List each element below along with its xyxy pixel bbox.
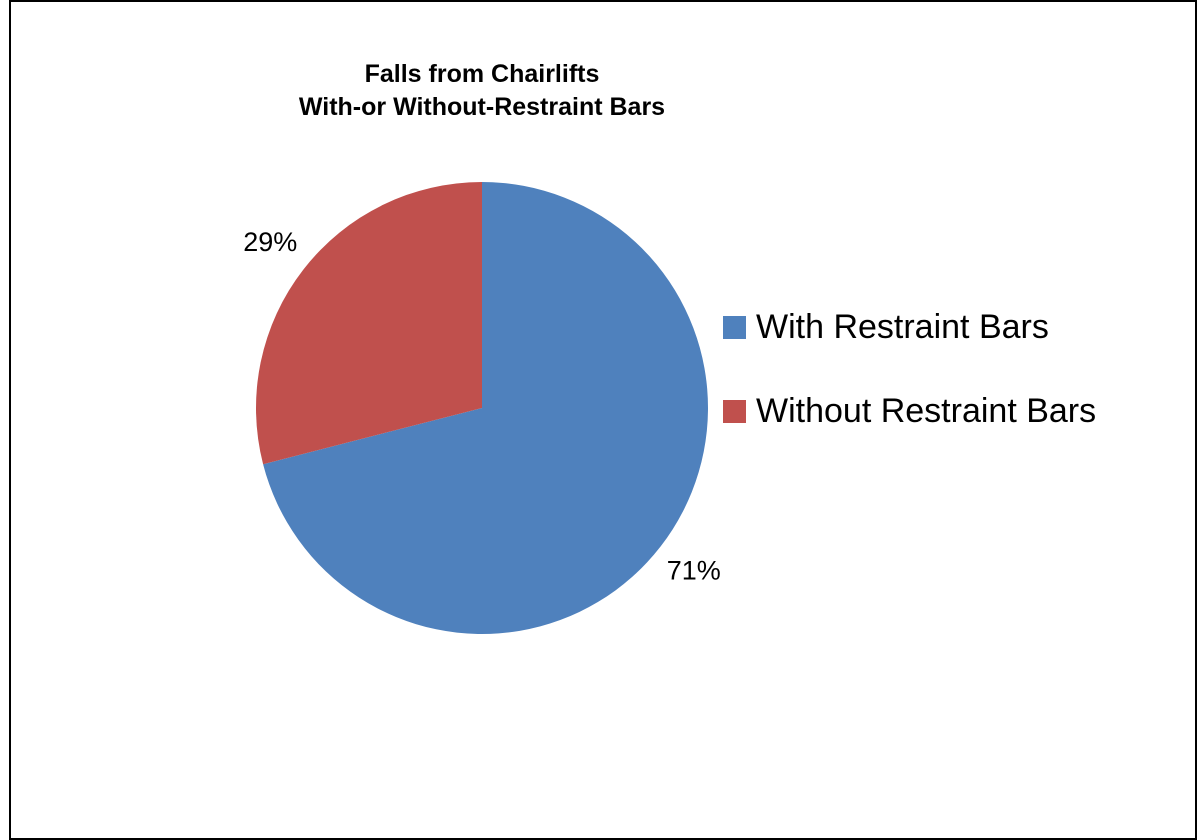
pie-slice-without-restraint-bars [256, 182, 482, 465]
chart-title-line-2: With-or Without-Restraint Bars [298, 93, 666, 121]
pie-data-label-without-restraint-bars: 29% [243, 227, 297, 257]
pie-data-label-with-restraint-bars: 71% [667, 555, 721, 585]
legend-swatch-with-restraint-bars [723, 315, 746, 339]
chart-title: Falls from Chairlifts With-or Without-Re… [9, 58, 955, 124]
pie-slice-with-restraint-bars [263, 182, 708, 634]
legend-item-with-restraint-bars: With Restraint Bars [723, 307, 1096, 347]
chart-legend: With Restraint Bars Without Restraint Ba… [723, 307, 1096, 475]
legend-label-without-restraint-bars: Without Restraint Bars [756, 391, 1097, 430]
legend-swatch-without-restraint-bars [723, 399, 746, 423]
legend-item-without-restraint-bars: Without Restraint Bars [723, 391, 1096, 431]
chart-title-line-1: Falls from Chairlifts [364, 60, 600, 88]
legend-label-with-restraint-bars: With Restraint Bars [756, 307, 1049, 346]
